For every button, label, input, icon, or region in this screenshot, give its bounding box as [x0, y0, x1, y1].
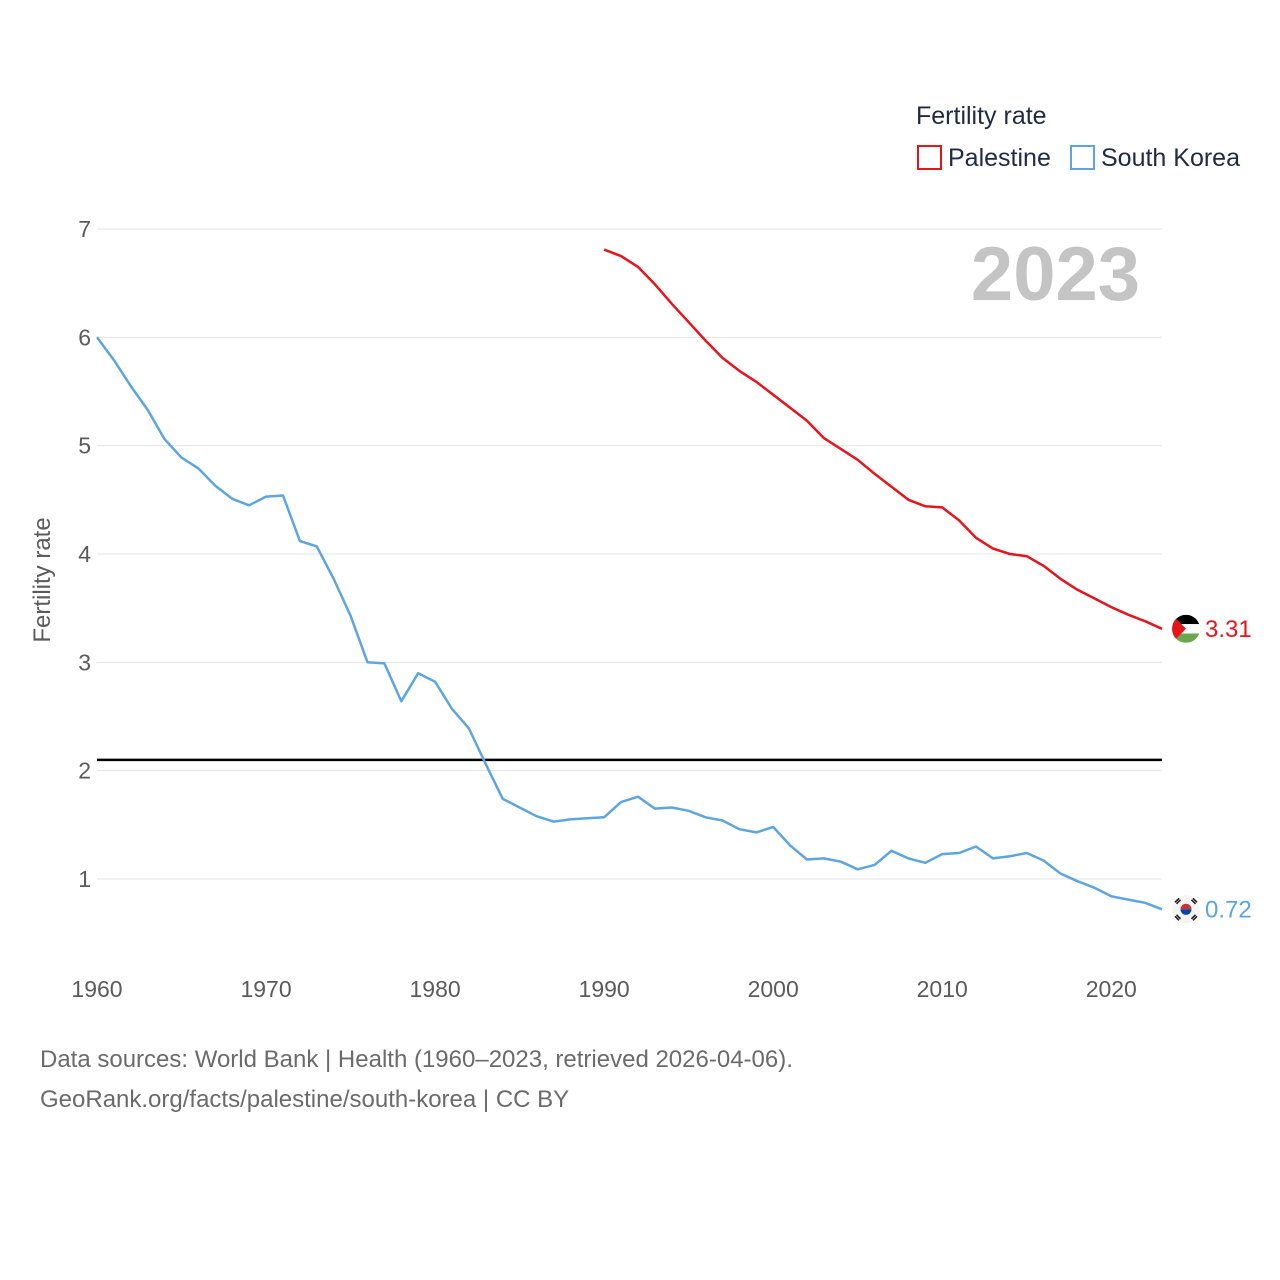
- footer: Data sources: World Bank | Health (1960–…: [40, 1040, 793, 1120]
- x-tick-label: 2020: [1086, 976, 1137, 1002]
- x-axis-ticks: 1960 1970 1980 1990 2000 2010 2020: [71, 976, 1136, 1002]
- footer-sources: Data sources: World Bank | Health (1960–…: [40, 1046, 793, 1073]
- x-tick-label: 2010: [917, 976, 968, 1002]
- palestine-flag-icon: [1172, 614, 1200, 643]
- end-label-south-korea: 0.72: [1205, 896, 1252, 923]
- y-tick-label: 1: [78, 866, 91, 892]
- legend-label-south-korea: South Korea: [1101, 144, 1240, 172]
- legend-label-palestine: Palestine: [948, 144, 1051, 172]
- grid-lines: [97, 228, 1162, 880]
- x-tick-label: 1990: [579, 976, 630, 1002]
- y-tick-label: 6: [78, 324, 91, 350]
- legend: Fertility rate Palestine South Korea: [916, 102, 1240, 172]
- series-line-palestine: [603, 248, 1163, 630]
- y-axis-ticks: 1 2 3 4 5 6 7: [78, 216, 91, 892]
- legend-swatch-south-korea: [1070, 145, 1095, 170]
- legend-title: Fertility rate: [916, 102, 1047, 130]
- y-tick-label: 7: [78, 216, 91, 242]
- y-axis-label: Fertility rate: [29, 517, 56, 642]
- south-korea-flag-icon: [1172, 895, 1200, 924]
- series-line-south-korea: [95, 336, 1163, 911]
- y-tick-label: 5: [78, 433, 91, 459]
- y-tick-label: 4: [78, 541, 91, 567]
- end-label-palestine: 3.31: [1205, 616, 1252, 643]
- y-tick-label: 3: [78, 649, 91, 675]
- y-tick-label: 2: [78, 758, 91, 784]
- year-stamp: 2023: [971, 232, 1140, 317]
- x-tick-label: 1960: [71, 976, 122, 1002]
- x-tick-label: 1980: [410, 976, 461, 1002]
- footer-link: GeoRank.org/facts/palestine/south-korea …: [40, 1086, 570, 1113]
- x-tick-label: 2000: [748, 976, 799, 1002]
- x-tick-label: 1970: [240, 976, 291, 1002]
- series-lines: [95, 248, 1163, 911]
- legend-swatch-palestine: [917, 145, 942, 170]
